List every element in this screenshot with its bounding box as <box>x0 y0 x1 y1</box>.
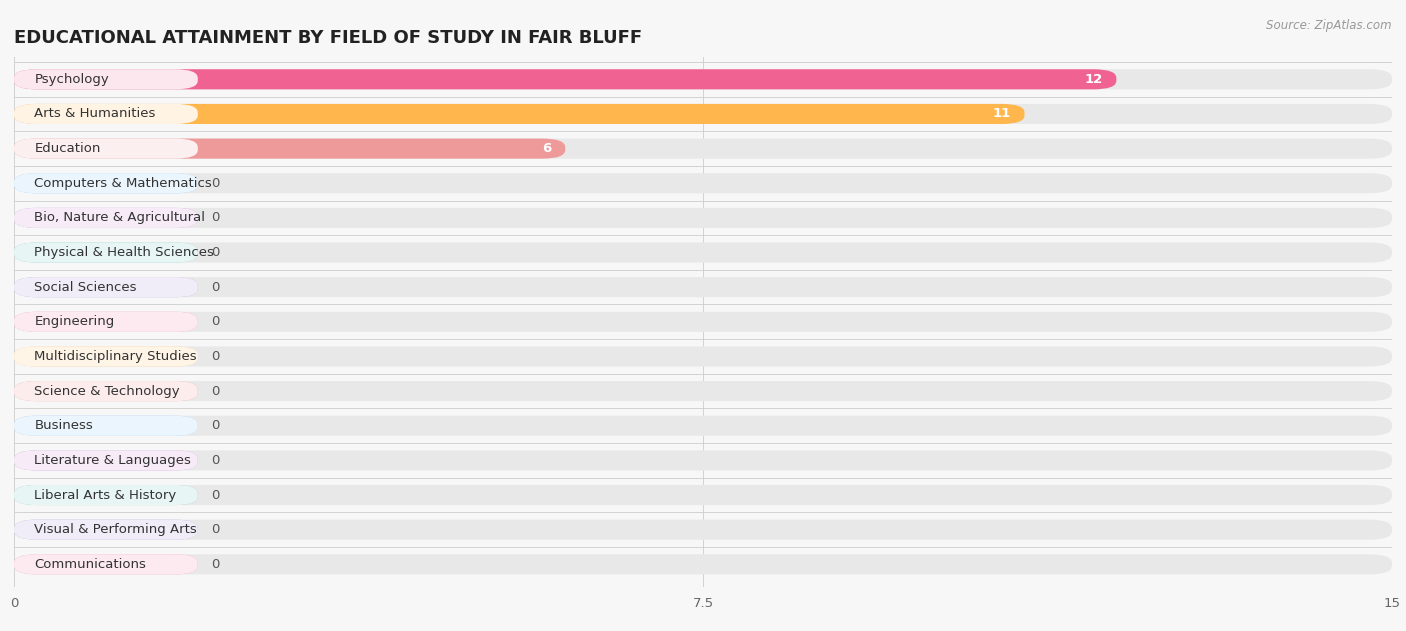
FancyBboxPatch shape <box>14 69 198 90</box>
Text: Source: ZipAtlas.com: Source: ZipAtlas.com <box>1267 19 1392 32</box>
FancyBboxPatch shape <box>14 346 198 367</box>
FancyBboxPatch shape <box>14 312 1392 332</box>
FancyBboxPatch shape <box>14 554 198 574</box>
Text: Education: Education <box>34 142 101 155</box>
FancyBboxPatch shape <box>14 139 1392 158</box>
Text: Visual & Performing Arts: Visual & Performing Arts <box>34 523 197 536</box>
Text: Computers & Mathematics: Computers & Mathematics <box>34 177 212 190</box>
Text: Business: Business <box>34 419 93 432</box>
FancyBboxPatch shape <box>14 346 198 367</box>
FancyBboxPatch shape <box>14 451 198 471</box>
FancyBboxPatch shape <box>14 519 1392 540</box>
Text: 0: 0 <box>211 488 219 502</box>
FancyBboxPatch shape <box>14 69 1116 90</box>
Text: Social Sciences: Social Sciences <box>34 281 136 293</box>
FancyBboxPatch shape <box>14 277 1392 297</box>
Text: Bio, Nature & Agricultural: Bio, Nature & Agricultural <box>34 211 205 225</box>
FancyBboxPatch shape <box>14 451 198 471</box>
FancyBboxPatch shape <box>14 277 198 297</box>
FancyBboxPatch shape <box>14 173 1392 193</box>
FancyBboxPatch shape <box>14 242 198 262</box>
FancyBboxPatch shape <box>14 104 198 124</box>
Text: 0: 0 <box>211 454 219 467</box>
FancyBboxPatch shape <box>14 554 1392 574</box>
Text: 12: 12 <box>1084 73 1102 86</box>
FancyBboxPatch shape <box>14 346 1392 367</box>
Text: Psychology: Psychology <box>34 73 110 86</box>
Text: Engineering: Engineering <box>34 316 114 328</box>
Text: 6: 6 <box>543 142 551 155</box>
FancyBboxPatch shape <box>14 485 198 505</box>
FancyBboxPatch shape <box>14 381 198 401</box>
FancyBboxPatch shape <box>14 485 198 505</box>
FancyBboxPatch shape <box>14 208 198 228</box>
Text: 0: 0 <box>211 558 219 571</box>
Text: Literature & Languages: Literature & Languages <box>34 454 191 467</box>
FancyBboxPatch shape <box>14 312 198 332</box>
FancyBboxPatch shape <box>14 312 198 332</box>
FancyBboxPatch shape <box>14 381 1392 401</box>
FancyBboxPatch shape <box>14 173 198 193</box>
FancyBboxPatch shape <box>14 104 1392 124</box>
FancyBboxPatch shape <box>14 416 1392 436</box>
FancyBboxPatch shape <box>14 139 565 158</box>
Text: EDUCATIONAL ATTAINMENT BY FIELD OF STUDY IN FAIR BLUFF: EDUCATIONAL ATTAINMENT BY FIELD OF STUDY… <box>14 29 643 47</box>
FancyBboxPatch shape <box>14 277 198 297</box>
FancyBboxPatch shape <box>14 451 1392 471</box>
FancyBboxPatch shape <box>14 554 198 574</box>
Text: 0: 0 <box>211 316 219 328</box>
Text: 0: 0 <box>211 350 219 363</box>
FancyBboxPatch shape <box>14 416 198 436</box>
Text: Science & Technology: Science & Technology <box>34 385 180 398</box>
Text: Liberal Arts & History: Liberal Arts & History <box>34 488 177 502</box>
Text: 0: 0 <box>211 211 219 225</box>
FancyBboxPatch shape <box>14 69 1392 90</box>
FancyBboxPatch shape <box>14 173 198 193</box>
Text: 0: 0 <box>211 385 219 398</box>
Text: 0: 0 <box>211 281 219 293</box>
Text: 0: 0 <box>211 523 219 536</box>
FancyBboxPatch shape <box>14 381 198 401</box>
FancyBboxPatch shape <box>14 208 198 228</box>
FancyBboxPatch shape <box>14 208 1392 228</box>
Text: Communications: Communications <box>34 558 146 571</box>
FancyBboxPatch shape <box>14 485 1392 505</box>
Text: Physical & Health Sciences: Physical & Health Sciences <box>34 246 214 259</box>
FancyBboxPatch shape <box>14 416 198 436</box>
Text: 0: 0 <box>211 419 219 432</box>
Text: Arts & Humanities: Arts & Humanities <box>34 107 156 121</box>
FancyBboxPatch shape <box>14 139 198 158</box>
FancyBboxPatch shape <box>14 519 198 540</box>
Text: 0: 0 <box>211 246 219 259</box>
FancyBboxPatch shape <box>14 104 1025 124</box>
Text: 11: 11 <box>993 107 1011 121</box>
FancyBboxPatch shape <box>14 242 198 262</box>
Text: Multidisciplinary Studies: Multidisciplinary Studies <box>34 350 197 363</box>
FancyBboxPatch shape <box>14 242 1392 262</box>
Text: 0: 0 <box>211 177 219 190</box>
FancyBboxPatch shape <box>14 519 198 540</box>
